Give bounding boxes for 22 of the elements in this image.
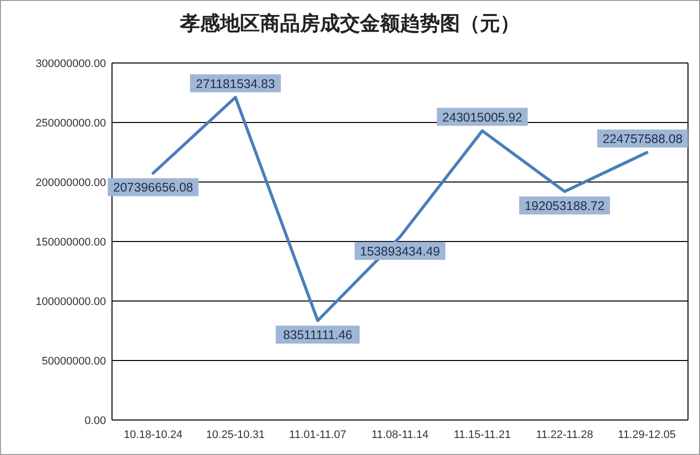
y-tick-label: 300000000.00 bbox=[36, 58, 106, 70]
data-label: 207396656.08 bbox=[113, 180, 194, 195]
data-label: 153893434.49 bbox=[360, 244, 440, 258]
data-label: 271181534.83 bbox=[196, 76, 275, 91]
y-tick-label: 0.00 bbox=[84, 415, 106, 427]
data-label: 224757588.08 bbox=[602, 132, 683, 146]
data-label: 243015005.92 bbox=[442, 110, 522, 124]
y-tick-label: 200000000.00 bbox=[36, 177, 106, 189]
data-label: 192053188.72 bbox=[524, 198, 605, 213]
y-tick-label: 150000000.00 bbox=[36, 236, 106, 248]
x-tick-label: 11.29-12.05 bbox=[618, 429, 676, 441]
chart-title: 孝感地区商品房成交金额趋势图（元） bbox=[179, 12, 520, 35]
x-tick-label: 10.18-10.24 bbox=[124, 429, 182, 441]
y-tick-label: 250000000.00 bbox=[36, 118, 106, 130]
x-tick-label: 11.22-11.28 bbox=[536, 429, 594, 441]
x-tick-label: 10.25-10.31 bbox=[206, 429, 265, 441]
y-tick-label: 100000000.00 bbox=[36, 296, 106, 308]
x-tick-label: 11.15-11.21 bbox=[454, 429, 511, 441]
data-label: 83511111.46 bbox=[283, 328, 352, 342]
x-tick-label: 11.08-11.14 bbox=[371, 429, 429, 441]
y-tick-label: 50000000.00 bbox=[42, 356, 106, 368]
x-tick-label: 11.01-11.07 bbox=[289, 429, 346, 441]
